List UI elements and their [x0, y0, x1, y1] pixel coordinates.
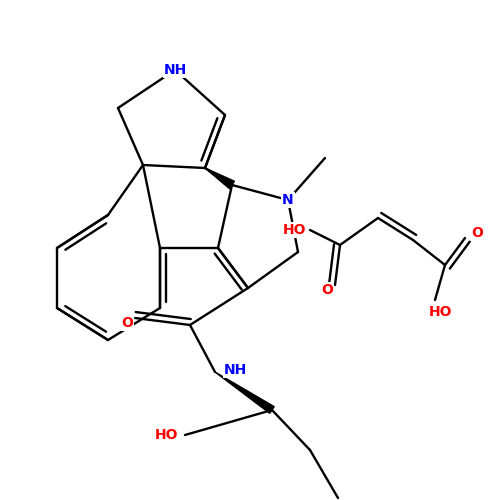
Text: O: O: [471, 226, 483, 240]
Text: O: O: [121, 316, 133, 330]
Text: O: O: [321, 283, 333, 297]
Text: HO: HO: [283, 223, 307, 237]
Text: HO: HO: [155, 428, 179, 442]
Text: NH: NH: [164, 63, 186, 77]
Text: NH: NH: [224, 363, 246, 377]
Polygon shape: [215, 372, 274, 414]
Polygon shape: [205, 168, 234, 189]
Text: HO: HO: [428, 305, 452, 319]
Text: N: N: [282, 193, 294, 207]
